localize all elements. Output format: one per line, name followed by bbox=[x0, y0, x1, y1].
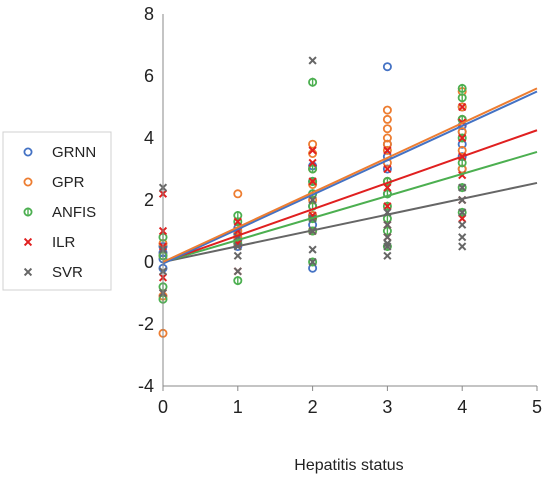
point-ilr bbox=[233, 217, 242, 226]
legend-item-anfis: ANFIS bbox=[23, 204, 96, 221]
point-gpr bbox=[457, 145, 467, 155]
point-svr bbox=[458, 242, 467, 251]
y-tick-label: 2 bbox=[144, 190, 154, 210]
point-svr bbox=[233, 267, 242, 276]
point-svr bbox=[458, 183, 467, 192]
legend-item-gpr: GPR bbox=[23, 174, 85, 191]
legend-item-ilr: ILR bbox=[23, 234, 76, 251]
legend-marker-ilr bbox=[23, 237, 33, 247]
point-grnn bbox=[382, 164, 392, 174]
y-tick-label: 0 bbox=[144, 252, 154, 272]
point-svr bbox=[383, 239, 392, 248]
point-anfis bbox=[457, 83, 467, 93]
point-svr bbox=[458, 233, 467, 242]
point-gpr bbox=[382, 105, 392, 115]
y-tick-label: 4 bbox=[144, 128, 154, 148]
legend-item-grnn: GRNN bbox=[23, 144, 96, 161]
x-axis-title: Hepatitis status bbox=[294, 457, 403, 474]
point-ilr bbox=[308, 158, 317, 167]
legend-item-svr: SVR bbox=[23, 264, 83, 281]
point-svr bbox=[458, 220, 467, 229]
point-anfis bbox=[457, 93, 467, 103]
legend-label: SVR bbox=[52, 264, 83, 281]
trendline-grnn bbox=[162, 90, 538, 265]
point-gpr bbox=[382, 133, 392, 143]
x-tick-label: 5 bbox=[532, 397, 542, 417]
legend-marker-anfis bbox=[23, 207, 33, 217]
point-ilr bbox=[458, 102, 467, 112]
y-tick-label: -2 bbox=[138, 314, 154, 334]
point-svr bbox=[383, 251, 392, 260]
point-ilr bbox=[383, 183, 392, 192]
x-tick-label: 0 bbox=[158, 397, 168, 417]
legend-marker-gpr bbox=[23, 177, 33, 187]
point-ilr bbox=[458, 133, 467, 143]
point-gpr bbox=[382, 114, 392, 124]
trendline-svr bbox=[162, 181, 538, 263]
point-svr bbox=[308, 257, 317, 267]
legend-label: ANFIS bbox=[52, 204, 96, 221]
y-tick-label: 8 bbox=[144, 4, 154, 24]
point-gpr bbox=[382, 124, 392, 134]
point-grnn bbox=[382, 62, 392, 72]
point-svr bbox=[308, 195, 317, 205]
axes: -4 -2 0 2 4 6 8 0 1 2 3 4 5 bbox=[138, 4, 542, 417]
trendline-anfis bbox=[162, 150, 538, 263]
point-anfis bbox=[457, 158, 467, 168]
point-gpr bbox=[308, 139, 318, 149]
point-ilr bbox=[383, 202, 392, 211]
point-svr bbox=[233, 251, 242, 260]
x-tick-label: 1 bbox=[233, 397, 243, 417]
point-anfis bbox=[382, 226, 392, 236]
y-tick-label: -4 bbox=[138, 376, 154, 396]
point-ilr bbox=[308, 146, 317, 155]
legend-label: GRNN bbox=[52, 144, 96, 161]
x-tick-label: 2 bbox=[308, 397, 318, 417]
legend: GRNN GPR ANFIS ILR SVR bbox=[2, 131, 112, 291]
point-anfis bbox=[233, 276, 243, 286]
point-ilr bbox=[458, 214, 467, 223]
point-anfis bbox=[308, 164, 318, 174]
trendline-gpr bbox=[162, 87, 538, 263]
point-svr bbox=[458, 208, 467, 217]
y-tick-label: 6 bbox=[144, 66, 154, 86]
point-svr bbox=[383, 220, 392, 229]
point-svr bbox=[383, 242, 392, 251]
x-tick-label: 4 bbox=[457, 397, 467, 417]
x-tick-label: 3 bbox=[382, 397, 392, 417]
legend-label: ILR bbox=[52, 234, 76, 251]
legend-frame bbox=[2, 131, 112, 291]
point-svr bbox=[308, 245, 317, 254]
point-anfis bbox=[308, 77, 318, 87]
point-svr bbox=[383, 233, 392, 242]
legend-marker-grnn bbox=[23, 147, 33, 157]
point-gpr bbox=[457, 102, 467, 112]
point-gpr bbox=[382, 145, 392, 155]
point-ilr bbox=[383, 146, 392, 155]
plot-area bbox=[158, 56, 538, 338]
point-svr bbox=[308, 56, 317, 65]
point-gpr bbox=[233, 189, 243, 199]
legend-marker-svr bbox=[23, 267, 33, 277]
trendline-ilr bbox=[162, 129, 538, 263]
point-ilr bbox=[308, 177, 317, 186]
point-ilr bbox=[383, 164, 392, 174]
point-gpr bbox=[382, 139, 392, 149]
legend-label: GPR bbox=[52, 174, 85, 191]
